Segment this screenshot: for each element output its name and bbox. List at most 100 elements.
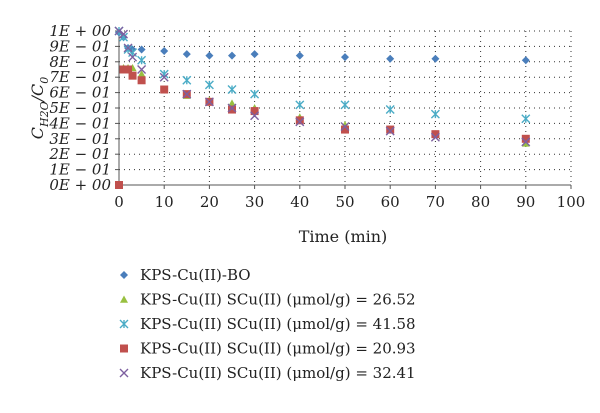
series-4 — [115, 65, 530, 189]
y-tick-label: 7E − 01 — [49, 68, 111, 86]
y-tick-label: 9E − 01 — [49, 37, 111, 55]
data-point — [123, 44, 133, 54]
series-2 — [115, 63, 530, 189]
data-point — [182, 75, 192, 85]
data-point — [250, 89, 260, 99]
y-tick-label: 1E − 01 — [49, 161, 111, 179]
legend-marker — [120, 271, 128, 279]
y-tick-label: 4E − 01 — [48, 114, 111, 132]
y-axis-title: CH2O/C0 — [28, 77, 51, 140]
x-tick-label: 30 — [245, 193, 264, 211]
data-point — [521, 137, 531, 147]
data-point — [124, 65, 133, 74]
data-point — [119, 65, 128, 74]
data-point — [228, 99, 236, 107]
data-point — [340, 121, 350, 131]
legend-item: KPS-Cu(II) SCu(II) (μmol/g) = 20.93 — [120, 340, 416, 358]
data-point — [182, 50, 191, 59]
data-point — [160, 47, 169, 56]
data-point — [430, 109, 440, 119]
x-tick-label: 10 — [155, 193, 174, 211]
legend-label: KPS-Cu(II) SCu(II) (μmol/g) = 41.58 — [140, 315, 416, 333]
data-point — [204, 97, 214, 107]
legend-item: KPS-Cu(II) SCu(II) (μmol/g) = 32.41 — [119, 364, 416, 382]
x-tick-label: 0 — [114, 193, 124, 211]
legend-label: KPS-Cu(II)-BO — [140, 266, 251, 284]
data-point — [430, 132, 440, 142]
data-point — [295, 100, 305, 110]
legend-marker — [120, 295, 128, 303]
x-axis-title: Time (min) — [299, 227, 388, 246]
y-tick-label: 0E + 00 — [49, 176, 111, 194]
y-tick-label: 6E − 01 — [49, 84, 111, 102]
data-point — [250, 107, 259, 116]
data-point — [250, 111, 260, 121]
x-tick-label: 50 — [335, 193, 354, 211]
data-point — [521, 114, 531, 124]
y-tick-label: 2E − 01 — [48, 145, 111, 163]
x-tick-label: 20 — [200, 193, 219, 211]
legend-label: KPS-Cu(II) SCu(II) (μmol/g) = 32.41 — [140, 364, 416, 382]
legend-item: KPS-Cu(II) SCu(II) (μmol/g) = 26.52 — [120, 291, 416, 309]
x-tick-label: 60 — [381, 193, 400, 211]
data-points — [114, 26, 531, 189]
data-point — [128, 71, 137, 80]
data-point — [385, 105, 395, 115]
y-tick-label: 5E − 01 — [49, 99, 111, 117]
data-point — [227, 85, 237, 95]
legend-marker — [120, 344, 128, 353]
series-5 — [114, 26, 531, 147]
data-point — [341, 53, 349, 62]
svg-text:CH2O/C0: CH2O/C0 — [28, 77, 51, 140]
data-point — [386, 54, 395, 63]
data-point — [295, 116, 304, 125]
data-point — [160, 85, 169, 94]
data-point — [385, 126, 395, 136]
legend: KPS-Cu(II)-BO KPS-Cu(II) SCu(II) (μmol/g)… — [119, 266, 416, 382]
y-title-den-sub: 0 — [38, 77, 51, 84]
x-tick-label: 100 — [557, 193, 586, 211]
data-point — [227, 103, 237, 113]
data-point — [128, 52, 138, 62]
data-point — [295, 51, 304, 60]
data-point — [137, 76, 146, 85]
y-title-sub: H2O — [38, 101, 51, 128]
data-point — [521, 134, 530, 143]
data-point — [205, 51, 214, 60]
y-tick-label: 3E − 01 — [49, 130, 111, 148]
x-tick-label: 90 — [516, 193, 535, 211]
legend-marker — [119, 368, 129, 378]
data-point — [295, 117, 305, 127]
y-tick-label: 1E + 00 — [49, 22, 111, 40]
y-title-den-main: C — [28, 84, 47, 96]
legend-item: KPS-Cu(II) SCu(II) (μmol/g) = 41.58 — [119, 315, 416, 333]
series-1 — [115, 28, 530, 65]
data-point — [114, 26, 124, 36]
data-point — [228, 51, 236, 60]
data-point — [119, 29, 129, 39]
x-tick-label: 80 — [471, 193, 490, 211]
series-3 — [114, 26, 531, 124]
data-point — [137, 70, 146, 78]
y-title-main: C — [28, 127, 47, 139]
data-point — [521, 56, 530, 65]
data-point — [159, 72, 169, 82]
legend-label: KPS-Cu(II) SCu(II) (μmol/g) = 26.52 — [140, 291, 416, 309]
data-point — [137, 45, 146, 54]
data-point — [386, 125, 395, 134]
x-tick-labels: 0 10 20 30 40 50 60 70 80 90 100 — [114, 185, 585, 211]
data-point — [431, 130, 440, 139]
legend-item: KPS-Cu(II)-BO — [120, 266, 251, 284]
x-tick-label: 70 — [426, 193, 445, 211]
x-tick-label: 40 — [290, 193, 309, 211]
data-point — [340, 100, 350, 110]
data-point — [250, 50, 259, 59]
data-point — [431, 54, 440, 63]
data-point — [204, 80, 214, 90]
y-tick-label: 8E − 01 — [49, 53, 111, 71]
data-point — [137, 65, 147, 74]
data-point — [115, 181, 123, 189]
legend-marker — [119, 319, 129, 329]
